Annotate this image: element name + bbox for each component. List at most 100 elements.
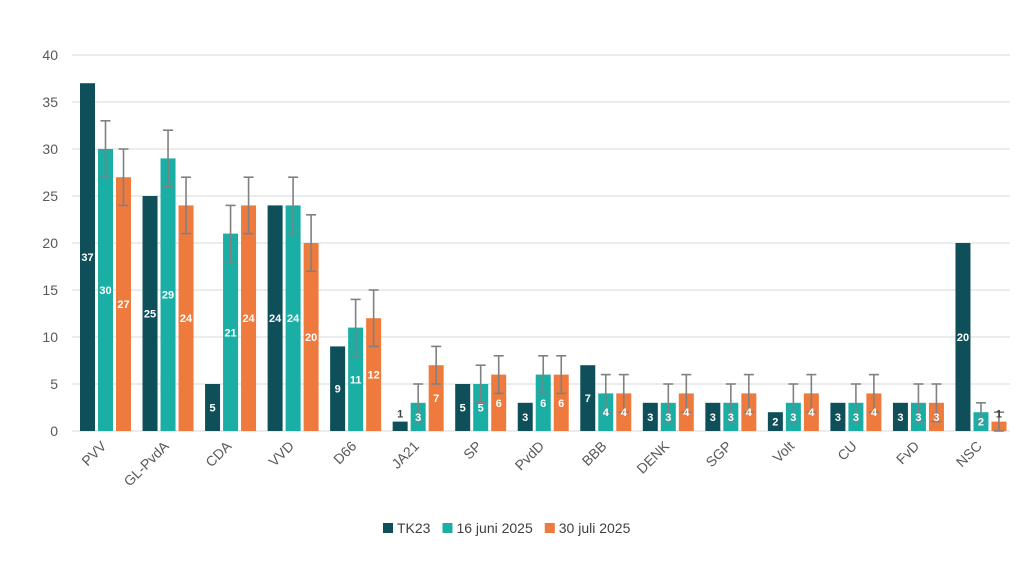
data-label: 7 <box>585 393 591 405</box>
data-label: 6 <box>540 398 546 410</box>
data-label: 3 <box>665 412 671 424</box>
data-label: 29 <box>162 290 174 302</box>
data-label: 1 <box>397 409 403 421</box>
bar <box>517 402 533 431</box>
x-tick-label: Volt <box>769 438 797 466</box>
y-tick-label: 20 <box>42 235 58 251</box>
bar <box>642 402 658 431</box>
data-label: 3 <box>790 412 796 424</box>
legend-swatch <box>442 523 453 533</box>
data-label: 6 <box>496 398 502 410</box>
error-bars <box>100 120 1004 432</box>
data-label: 27 <box>117 299 129 311</box>
x-tick-label: FvD <box>893 438 922 467</box>
data-label: 4 <box>871 407 878 419</box>
data-label: 7 <box>433 393 439 405</box>
bar <box>892 402 908 431</box>
bar <box>330 346 346 431</box>
y-tick-label: 35 <box>42 94 58 110</box>
data-label: 20 <box>957 332 969 344</box>
data-label: 3 <box>915 412 921 424</box>
bar <box>767 412 783 431</box>
bar <box>955 243 971 431</box>
legend-label: TK23 <box>397 520 431 536</box>
legend-swatch <box>383 523 393 533</box>
legend-swatch <box>544 523 555 533</box>
data-label: 4 <box>808 407 815 419</box>
x-tick-label: NSC <box>953 438 985 470</box>
x-tick-label: PvdD <box>512 438 548 474</box>
y-tick-label: 25 <box>42 188 58 204</box>
bar <box>455 384 471 431</box>
legend: TK23 16 juni 2025 30 juli 2025 <box>383 520 631 536</box>
data-label: 3 <box>897 412 903 424</box>
data-label: 3 <box>933 412 939 424</box>
data-label: 6 <box>558 398 564 410</box>
data-label: 25 <box>144 309 156 321</box>
data-label: 20 <box>305 332 317 344</box>
x-tick-label: BBB <box>579 438 610 469</box>
y-tick-label: 5 <box>50 376 58 392</box>
bar <box>241 205 257 431</box>
bar <box>205 384 221 431</box>
data-label: 11 <box>350 374 362 386</box>
data-label: 21 <box>224 327 236 339</box>
y-tick-label: 40 <box>42 47 58 63</box>
bar <box>142 196 158 431</box>
data-label: 9 <box>335 384 341 396</box>
bar <box>285 205 301 431</box>
bar <box>535 374 551 431</box>
data-label: 3 <box>853 412 859 424</box>
bar <box>116 177 131 431</box>
x-tick-label: CDA <box>202 437 235 470</box>
data-label: 12 <box>368 370 380 382</box>
data-label: 24 <box>180 313 193 325</box>
bar <box>428 365 444 431</box>
data-label: 4 <box>621 407 628 419</box>
data-label: 3 <box>710 412 716 424</box>
data-label: 37 <box>81 252 93 264</box>
x-tick-label: JA21 <box>388 438 422 472</box>
x-axis: PVV GL-PvdA CDA VVD D66 JA21 SP PvdD BBB DENK SGP V… <box>78 437 985 489</box>
bar <box>553 374 569 431</box>
data-label: 4 <box>603 407 610 419</box>
data-label: 4 <box>683 407 690 419</box>
bar <box>580 365 596 431</box>
bar <box>303 243 319 431</box>
data-label: 3 <box>415 412 421 424</box>
x-tick-label: PVV <box>78 437 110 469</box>
legend-label: 30 juli 2025 <box>559 520 631 536</box>
bar <box>705 402 721 431</box>
bar <box>267 205 283 431</box>
data-label: 5 <box>478 403 484 415</box>
data-label: 5 <box>210 403 216 415</box>
data-label: 2 <box>978 417 984 429</box>
y-axis: 0 5 10 15 20 25 30 35 40 <box>42 47 58 439</box>
y-tick-label: 10 <box>42 329 58 345</box>
x-tick-label: SGP <box>702 438 734 470</box>
data-label: 24 <box>287 313 300 325</box>
x-tick-label: SP <box>460 438 485 463</box>
data-label: 3 <box>835 412 841 424</box>
bar <box>830 402 846 431</box>
bar <box>392 421 408 431</box>
data-label: 30 <box>99 285 111 297</box>
x-tick-label: GL-PvdA <box>120 437 172 489</box>
data-label: 3 <box>647 412 653 424</box>
legend-label: 16 juni 2025 <box>456 520 533 536</box>
bar <box>160 158 176 431</box>
bar <box>491 374 507 431</box>
x-tick-label: D66 <box>330 438 360 468</box>
data-label: 24 <box>269 313 282 325</box>
y-tick-label: 15 <box>42 282 58 298</box>
data-label: 5 <box>460 403 466 415</box>
x-tick-label: DENK <box>633 437 672 476</box>
y-tick-label: 30 <box>42 141 58 157</box>
data-label: 3 <box>728 412 734 424</box>
x-tick-label: VVD <box>265 438 297 470</box>
data-label: 24 <box>242 313 255 325</box>
bar <box>178 205 194 431</box>
data-label: 2 <box>772 417 778 429</box>
